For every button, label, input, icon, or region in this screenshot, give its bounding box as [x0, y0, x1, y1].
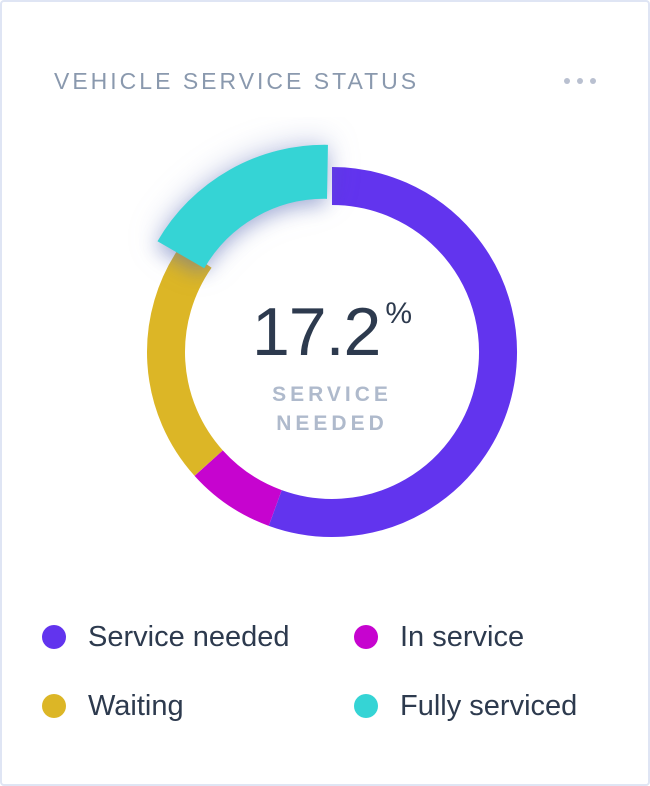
legend-item-fully-serviced[interactable]: Fully serviced [354, 688, 612, 724]
legend-item-in-service[interactable]: In service [354, 619, 612, 655]
donut-chart-svg [147, 144, 517, 537]
card-menu-button[interactable] [556, 68, 604, 94]
card-title: VEHICLE SERVICE STATUS [54, 68, 420, 94]
legend-label-fully-serviced: Fully serviced [400, 690, 578, 722]
donut-segment-in-service[interactable] [194, 450, 283, 526]
donut-segment-service-needed[interactable] [268, 167, 517, 537]
legend-dot-service-needed [42, 625, 66, 649]
legend-item-waiting[interactable]: Waiting [42, 688, 354, 724]
legend-label-service-needed: Service needed [88, 621, 290, 653]
ellipsis-icon [564, 78, 570, 84]
legend-dot-waiting [42, 694, 66, 718]
legend-label-waiting: Waiting [88, 690, 184, 722]
legend-item-service-needed[interactable]: Service needed [42, 619, 354, 655]
legend-dot-fully-serviced [354, 694, 378, 718]
legend: Service needed In service Waiting Fully … [42, 619, 612, 724]
legend-dot-in-service [354, 625, 378, 649]
donut-segment-waiting[interactable] [147, 245, 224, 476]
legend-label-in-service: In service [400, 621, 525, 653]
ellipsis-icon [577, 78, 583, 84]
donut-segment-fully-serviced[interactable] [157, 144, 328, 269]
ellipsis-icon [590, 78, 596, 84]
